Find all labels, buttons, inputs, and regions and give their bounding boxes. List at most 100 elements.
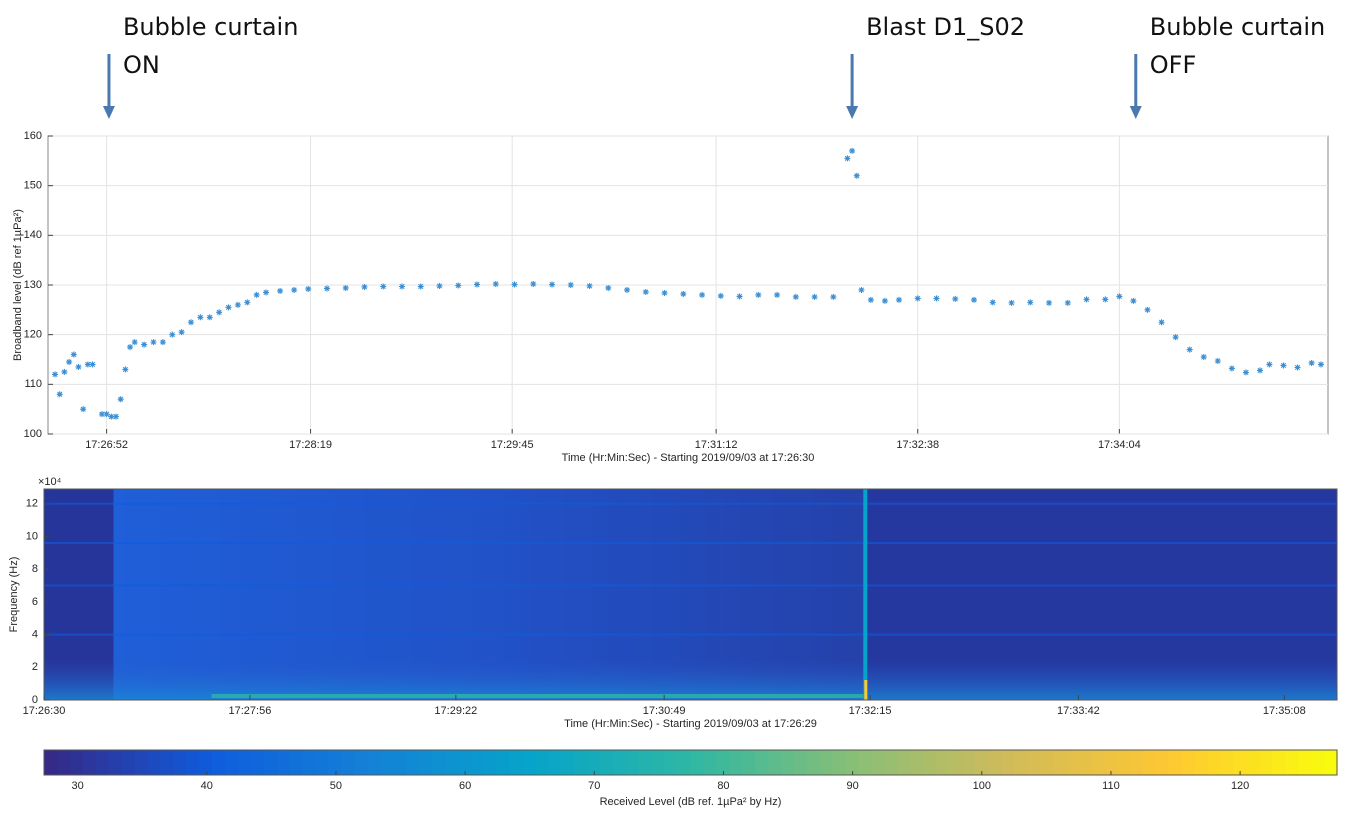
annotation-text: Bubble curtain xyxy=(1150,13,1325,41)
colorbar-tick-label: 80 xyxy=(717,780,729,792)
data-point xyxy=(323,285,330,292)
data-point xyxy=(492,281,499,288)
data-point xyxy=(398,283,405,290)
colorbar-cell xyxy=(212,750,226,775)
colorbar-cell xyxy=(987,750,1002,775)
colorbar-cell xyxy=(69,750,84,775)
data-point xyxy=(699,291,706,298)
annotation-arrowhead xyxy=(102,106,115,119)
data-point xyxy=(66,358,73,365)
y-tick-label: 6 xyxy=(32,596,38,608)
data-point xyxy=(1308,359,1315,366)
data-point xyxy=(141,341,148,348)
colorbar-cell xyxy=(574,750,588,775)
colorbar-cell xyxy=(599,750,614,775)
colorbar-cell xyxy=(949,750,963,775)
data-point xyxy=(881,297,888,304)
data-point xyxy=(858,286,865,293)
colorbar-cell xyxy=(393,750,407,775)
y-axis-label: Frequency (Hz) xyxy=(8,557,20,633)
colorbar-cell xyxy=(651,750,666,775)
colorbar-cell xyxy=(457,750,472,775)
spectrogram-blast xyxy=(863,489,868,700)
data-point xyxy=(56,391,63,398)
data-point xyxy=(178,329,185,336)
data-point xyxy=(75,363,82,370)
y-tick-label: 110 xyxy=(24,378,42,390)
colorbar-cell xyxy=(496,750,511,775)
colorbar-tick-label: 120 xyxy=(1231,780,1249,792)
x-tick-label: 17:27:56 xyxy=(229,705,272,717)
x-tick-label: 17:33:42 xyxy=(1057,705,1100,717)
data-point xyxy=(1102,296,1109,303)
spectrogram-low xyxy=(211,694,866,698)
x-tick-label: 17:29:45 xyxy=(491,439,534,451)
annotation-text: ON xyxy=(123,51,160,79)
data-point xyxy=(1280,362,1287,369)
data-point xyxy=(169,331,176,338)
colorbar-tick-label: 90 xyxy=(846,780,858,792)
colorbar-cell xyxy=(561,750,575,775)
data-point xyxy=(755,291,762,298)
colorbar-cell xyxy=(418,750,433,775)
data-point xyxy=(989,299,996,306)
data-point xyxy=(417,283,424,290)
colorbar-cell xyxy=(923,750,937,775)
data-point xyxy=(1064,299,1071,306)
data-point xyxy=(530,281,537,288)
x-tick-label: 17:26:30 xyxy=(23,705,66,717)
colorbar-cell xyxy=(962,750,976,775)
data-point xyxy=(853,172,860,179)
colorbar-cell xyxy=(1026,750,1041,775)
colorbar-cell xyxy=(1143,750,1157,775)
data-point xyxy=(549,281,556,288)
colorbar-cell xyxy=(638,750,653,775)
data-point xyxy=(952,295,959,302)
data-point xyxy=(103,411,110,418)
y-tick-label: 140 xyxy=(24,229,42,241)
x-tick-label: 17:28:19 xyxy=(289,439,332,451)
colorbar-cell xyxy=(793,750,808,775)
colorbar-cell xyxy=(845,750,860,775)
data-point xyxy=(1008,299,1015,306)
data-point xyxy=(122,366,129,373)
colorbar-cell xyxy=(302,750,317,775)
data-point xyxy=(225,304,232,311)
colorbar-cell xyxy=(1285,750,1299,775)
colorbar-cell xyxy=(858,750,873,775)
data-point xyxy=(244,299,251,306)
data-point xyxy=(117,396,124,403)
colorbar-cell xyxy=(121,750,136,775)
data-point xyxy=(52,371,59,378)
colorbar-tick-label: 40 xyxy=(201,780,213,792)
data-point xyxy=(830,293,837,300)
annotation-arrowhead xyxy=(846,106,859,119)
spectrogram-floor xyxy=(44,660,1337,700)
x-tick-label: 17:32:38 xyxy=(896,439,939,451)
colorbar-cell xyxy=(237,750,252,775)
data-point xyxy=(253,291,260,298)
data-point xyxy=(624,286,631,293)
colorbar-tick-label: 110 xyxy=(1102,780,1120,792)
colorbar-cell xyxy=(729,750,743,775)
colorbar-cell xyxy=(690,750,705,775)
data-point xyxy=(277,287,284,294)
colorbar-cell xyxy=(819,750,834,775)
colorbar-cell xyxy=(199,750,213,775)
colorbar-cell xyxy=(44,750,58,775)
colorbar-cell xyxy=(716,750,730,775)
x-tick-label: 17:30:49 xyxy=(643,705,686,717)
data-point xyxy=(567,282,574,288)
data-point xyxy=(206,314,213,321)
data-point xyxy=(1144,306,1151,313)
data-point xyxy=(1294,364,1301,371)
colorbar-cell xyxy=(1311,750,1325,775)
colorbar-frame xyxy=(43,749,1338,776)
annotation-arrowhead xyxy=(1129,106,1142,119)
y-tick-label: 8 xyxy=(32,563,38,575)
data-point xyxy=(61,368,68,375)
colorbar-cell xyxy=(897,750,911,775)
data-point xyxy=(112,413,119,420)
data-point xyxy=(1083,296,1090,303)
